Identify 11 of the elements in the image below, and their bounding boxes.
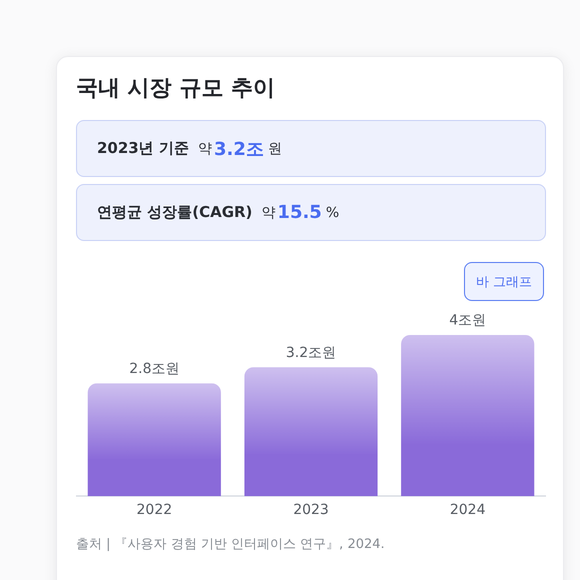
data-label: 3.2조원 (286, 344, 336, 361)
data-label: 2.8조원 (129, 361, 180, 377)
x-tick-label: 2024 (450, 502, 486, 518)
button: 바 그래프 (464, 262, 544, 301)
source-note: 출처 | 『사용자 경험 기반 인터페이스 연구』, 2024. (76, 536, 385, 554)
data-label: 4조원 (449, 312, 486, 329)
chart-title: 국내 시장 규모 추이 (76, 75, 275, 103)
x-tick-label: 2022 (136, 502, 172, 518)
x-tick-label: 2023 (293, 502, 329, 518)
info-box: 2023년 기준 약 3.2조 원 (76, 120, 546, 177)
info-box: 연평균 성장률(CAGR) 약 15.5 % (76, 184, 546, 241)
